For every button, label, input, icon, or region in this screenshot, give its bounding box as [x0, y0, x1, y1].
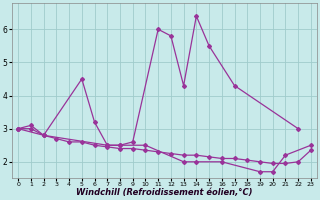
X-axis label: Windchill (Refroidissement éolien,°C): Windchill (Refroidissement éolien,°C)	[76, 188, 253, 197]
